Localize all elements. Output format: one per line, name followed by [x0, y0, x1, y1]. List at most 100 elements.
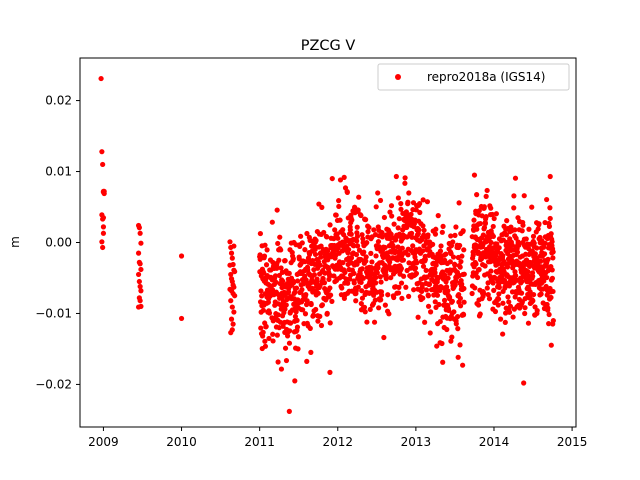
data-point [282, 258, 288, 264]
data-point [473, 261, 479, 267]
data-point [520, 222, 526, 228]
data-point [399, 245, 405, 251]
data-point [287, 328, 293, 334]
y-tick-label: −0.01 [35, 306, 72, 320]
data-point [393, 173, 399, 180]
data-point [375, 265, 381, 271]
data-point [402, 175, 408, 181]
data-point [460, 362, 466, 368]
data-point [270, 331, 276, 337]
data-point [415, 314, 421, 320]
data-point [457, 264, 463, 270]
data-point [399, 295, 405, 301]
data-point [388, 275, 394, 281]
data-point [507, 303, 514, 309]
data-point [315, 318, 321, 324]
data-point [423, 267, 429, 274]
data-point [386, 311, 392, 317]
data-point [378, 297, 384, 303]
data-point [446, 294, 453, 300]
y-tick-label: −0.02 [35, 377, 72, 391]
data-point [422, 256, 428, 263]
y-axis-ticks: −0.02 −0.01 0.00 0.01 0.02 [35, 94, 80, 391]
data-point [439, 340, 445, 347]
data-point [485, 280, 491, 286]
data-point [308, 349, 314, 355]
data-point [381, 214, 388, 221]
data-point [328, 292, 334, 298]
data-point [262, 242, 268, 248]
data-point [450, 239, 456, 245]
data-point [351, 243, 357, 249]
data-point [525, 320, 532, 326]
data-point [339, 285, 345, 291]
data-point [546, 321, 552, 327]
data-point [420, 223, 426, 229]
data-point [513, 273, 519, 279]
data-point [452, 262, 458, 268]
data-point [98, 75, 104, 82]
data-point [439, 229, 445, 235]
data-point [292, 378, 298, 384]
data-point [491, 215, 497, 222]
data-point [403, 209, 409, 215]
data-point [100, 244, 106, 251]
data-point [494, 241, 500, 247]
data-point [482, 263, 488, 269]
data-point [437, 248, 444, 254]
data-point [474, 192, 480, 198]
data-point [451, 309, 457, 315]
data-point [448, 338, 454, 344]
data-point [496, 284, 502, 290]
data-point [516, 242, 522, 248]
data-point [511, 205, 517, 211]
data-point [286, 340, 293, 346]
data-point [486, 296, 493, 302]
data-point [379, 230, 385, 236]
data-point [447, 259, 453, 265]
data-point [440, 223, 446, 229]
data-point [382, 302, 388, 308]
data-point [321, 229, 327, 236]
data-point [458, 258, 464, 265]
data-point [475, 302, 482, 308]
y-axis-label: m [8, 236, 22, 248]
data-point [270, 259, 276, 266]
data-point [483, 214, 489, 220]
data-point [409, 230, 415, 236]
data-point [230, 321, 236, 327]
data-point [474, 226, 480, 232]
data-point [474, 274, 481, 281]
data-point [502, 319, 508, 325]
data-point [550, 318, 556, 324]
data-point [275, 312, 281, 318]
data-point [461, 247, 467, 253]
y-tick-label: 0.01 [45, 165, 72, 179]
data-point [373, 274, 379, 281]
data-point [287, 320, 294, 326]
data-point [351, 270, 357, 276]
data-point [460, 312, 467, 318]
data-point [375, 190, 381, 196]
data-point [411, 287, 417, 293]
data-point [101, 188, 107, 195]
data-point [548, 294, 554, 301]
data-point [359, 266, 365, 272]
data-point [327, 285, 333, 291]
data-point [432, 231, 439, 237]
data-point [471, 172, 478, 178]
data-point [360, 275, 366, 281]
data-point [402, 180, 408, 186]
data-point [345, 280, 351, 286]
data-point [100, 215, 107, 221]
data-point [138, 288, 144, 294]
data-point [327, 222, 333, 228]
data-point [400, 257, 407, 263]
data-point [276, 325, 282, 331]
data-point [513, 235, 519, 241]
data-point [329, 175, 335, 182]
data-point [138, 303, 144, 309]
data-point [549, 275, 556, 281]
data-point [257, 256, 263, 262]
data-point [385, 292, 391, 298]
